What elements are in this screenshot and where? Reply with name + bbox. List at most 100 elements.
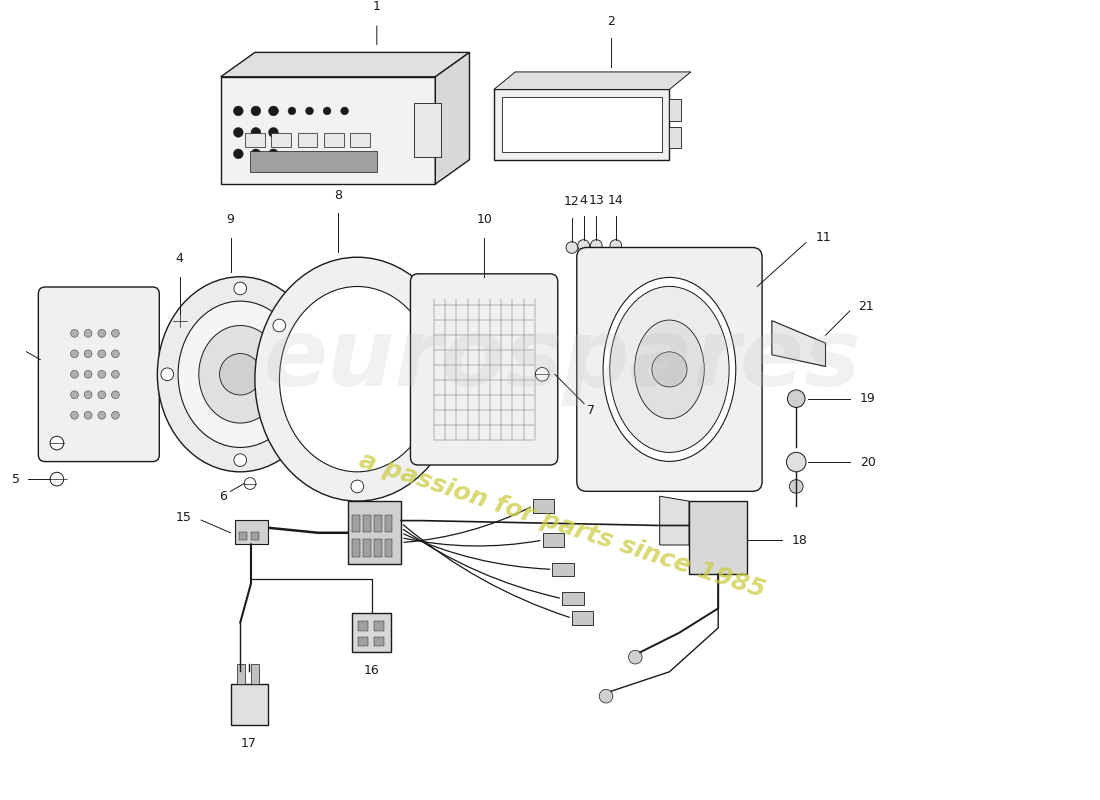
Bar (542, 534, 564, 547)
Bar (298, 134, 317, 147)
Circle shape (233, 149, 243, 158)
Text: 8: 8 (333, 189, 342, 202)
Bar (324, 134, 343, 147)
Bar (374, 539, 382, 557)
Circle shape (578, 240, 590, 251)
Text: 17: 17 (241, 737, 257, 750)
Circle shape (288, 107, 296, 115)
Circle shape (268, 149, 278, 158)
Circle shape (251, 106, 261, 116)
Circle shape (271, 107, 278, 115)
Circle shape (268, 106, 278, 116)
Circle shape (536, 367, 549, 381)
Circle shape (70, 391, 78, 398)
Bar (240, 532, 248, 540)
Polygon shape (436, 53, 470, 184)
Circle shape (51, 472, 64, 486)
Bar (359, 621, 369, 631)
Bar (231, 684, 267, 725)
Circle shape (323, 107, 331, 115)
Bar (245, 134, 265, 147)
Text: 14: 14 (608, 194, 624, 206)
Ellipse shape (603, 278, 736, 462)
Bar (250, 151, 377, 172)
Circle shape (70, 370, 78, 378)
Bar (359, 637, 369, 646)
Bar (235, 520, 267, 545)
Text: 21: 21 (858, 299, 873, 313)
Circle shape (233, 106, 243, 116)
Circle shape (161, 368, 174, 381)
FancyBboxPatch shape (576, 247, 762, 491)
Bar (238, 665, 245, 684)
Text: 1: 1 (373, 0, 381, 14)
Ellipse shape (279, 286, 436, 472)
Circle shape (234, 454, 246, 466)
Circle shape (429, 319, 442, 332)
Ellipse shape (635, 320, 704, 418)
Circle shape (306, 107, 313, 115)
Circle shape (220, 354, 261, 395)
Text: 2: 2 (607, 15, 615, 28)
Bar (552, 562, 574, 576)
Bar (352, 539, 360, 557)
Polygon shape (494, 72, 691, 90)
Circle shape (98, 411, 106, 419)
Circle shape (307, 368, 320, 381)
Circle shape (251, 149, 261, 158)
Text: 19: 19 (859, 392, 876, 405)
Bar (251, 532, 258, 540)
Text: 4: 4 (580, 194, 587, 206)
Bar (502, 98, 661, 152)
Text: 9: 9 (227, 213, 234, 226)
Text: 12: 12 (564, 195, 580, 209)
Circle shape (788, 390, 805, 407)
Bar (385, 539, 393, 557)
Ellipse shape (609, 286, 729, 453)
Bar (352, 614, 392, 652)
Bar (385, 514, 393, 532)
Bar (352, 514, 360, 532)
Circle shape (70, 330, 78, 338)
Text: 6: 6 (219, 490, 227, 502)
Bar (363, 514, 371, 532)
Circle shape (566, 242, 578, 254)
Text: 7: 7 (587, 404, 595, 417)
Circle shape (98, 370, 106, 378)
Circle shape (70, 411, 78, 419)
Circle shape (173, 314, 187, 327)
Circle shape (591, 240, 602, 251)
Circle shape (652, 352, 688, 387)
Circle shape (244, 478, 256, 490)
Bar (374, 621, 384, 631)
Circle shape (51, 436, 64, 450)
Circle shape (609, 240, 622, 251)
Text: 11: 11 (816, 231, 832, 244)
Bar (670, 126, 681, 148)
Circle shape (85, 391, 92, 398)
Bar (562, 592, 584, 606)
Ellipse shape (157, 277, 323, 472)
Text: 10: 10 (476, 213, 492, 226)
Bar (348, 501, 402, 565)
Polygon shape (660, 496, 689, 545)
Circle shape (85, 411, 92, 419)
Circle shape (111, 370, 119, 378)
Circle shape (341, 107, 349, 115)
Bar (374, 514, 382, 532)
Text: eurospares: eurospares (263, 314, 861, 406)
Circle shape (98, 330, 106, 338)
Bar (572, 611, 593, 625)
Polygon shape (221, 53, 470, 77)
Bar (494, 90, 670, 160)
Circle shape (786, 452, 806, 472)
Circle shape (70, 350, 78, 358)
Circle shape (111, 391, 119, 398)
Circle shape (85, 350, 92, 358)
Text: a passion for parts since 1985: a passion for parts since 1985 (356, 448, 768, 602)
Circle shape (111, 411, 119, 419)
Bar (374, 637, 384, 646)
Bar (272, 134, 292, 147)
Circle shape (98, 350, 106, 358)
Text: 13: 13 (588, 194, 604, 206)
